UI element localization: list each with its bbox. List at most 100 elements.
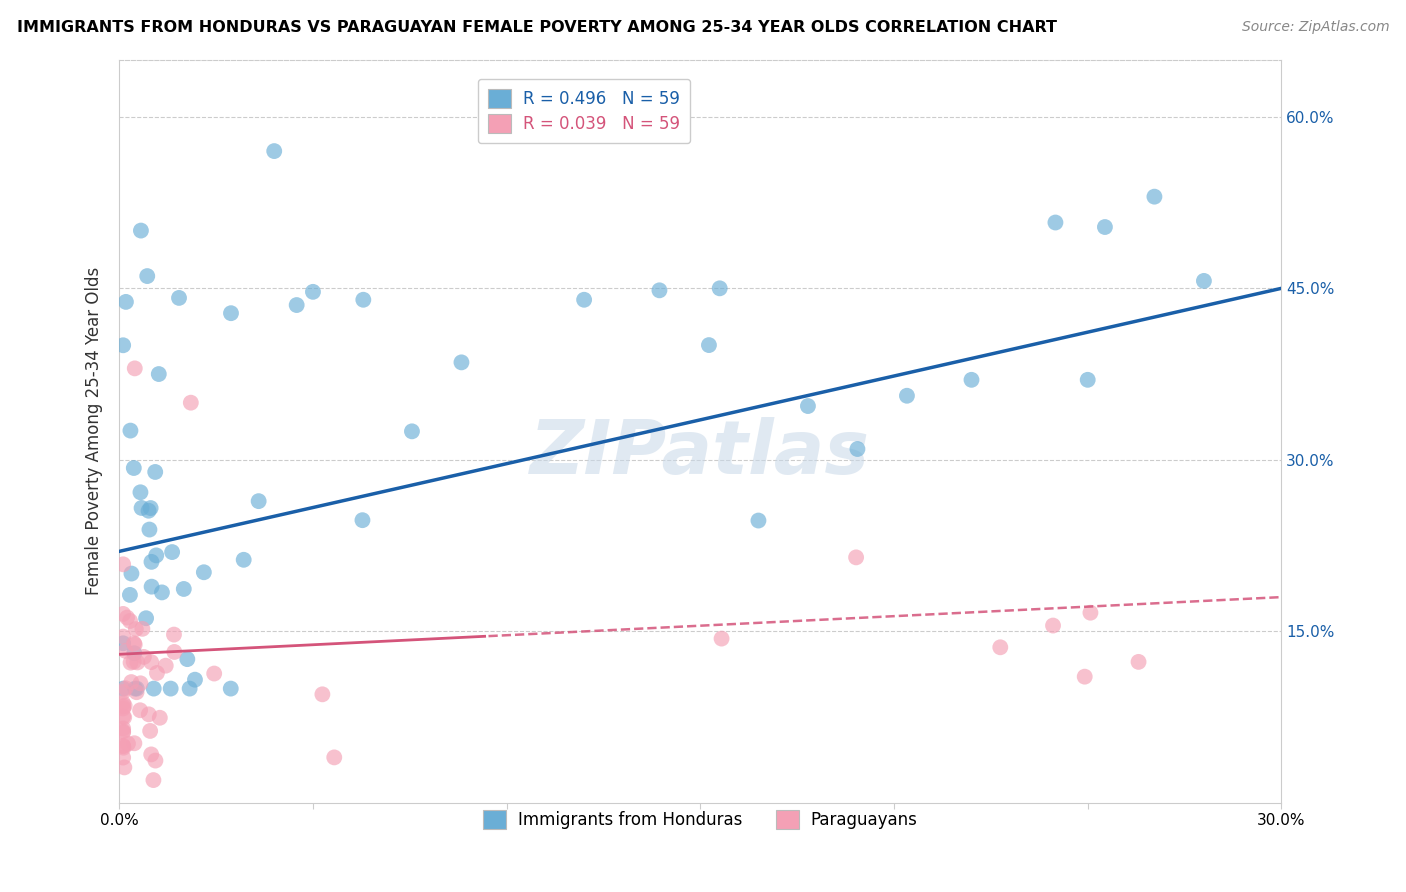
Point: [124, 736, 146, 750]
Point: [167, 291, 190, 305]
Point: [988, 640, 1011, 655]
Point: [112, 725, 135, 739]
Point: [112, 724, 135, 739]
Point: [163, 645, 186, 659]
Point: [135, 611, 157, 625]
Point: [142, 681, 165, 696]
Point: [138, 707, 160, 722]
Point: [124, 681, 146, 696]
Point: [112, 607, 135, 621]
Point: [219, 306, 242, 320]
Point: [1128, 655, 1150, 669]
Point: [138, 523, 160, 537]
Point: [112, 722, 135, 736]
Point: [148, 367, 170, 381]
Point: [797, 399, 820, 413]
Point: [160, 545, 183, 559]
Text: ZIPatlas: ZIPatlas: [530, 417, 870, 490]
Point: [710, 632, 733, 646]
Point: [129, 485, 152, 500]
Point: [143, 465, 166, 479]
Point: [142, 773, 165, 788]
Point: [352, 293, 374, 307]
Point: [247, 494, 270, 508]
Point: [112, 701, 135, 715]
Point: [193, 566, 215, 580]
Point: [323, 750, 346, 764]
Point: [112, 710, 135, 724]
Point: [118, 588, 141, 602]
Point: [122, 636, 145, 650]
Point: [648, 283, 671, 297]
Point: [697, 338, 720, 352]
Point: [311, 687, 333, 701]
Point: [184, 673, 207, 687]
Point: [112, 740, 135, 755]
Point: [112, 558, 135, 572]
Point: [845, 550, 868, 565]
Point: [115, 610, 138, 624]
Point: [120, 424, 142, 438]
Point: [129, 223, 152, 237]
Point: [112, 630, 135, 644]
Point: [149, 711, 172, 725]
Point: [120, 675, 142, 690]
Point: [846, 442, 869, 456]
Point: [112, 699, 135, 714]
Point: [112, 685, 135, 699]
Point: [150, 585, 173, 599]
Point: [1073, 670, 1095, 684]
Point: [960, 373, 983, 387]
Point: [132, 649, 155, 664]
Point: [141, 580, 163, 594]
Point: [1143, 189, 1166, 203]
Point: [112, 338, 135, 352]
Point: [120, 656, 142, 670]
Point: [232, 553, 254, 567]
Point: [1192, 274, 1215, 288]
Point: [114, 644, 136, 658]
Point: [1042, 618, 1064, 632]
Text: IMMIGRANTS FROM HONDURAS VS PARAGUAYAN FEMALE POVERTY AMONG 25-34 YEAR OLDS CORR: IMMIGRANTS FROM HONDURAS VS PARAGUAYAN F…: [17, 20, 1057, 35]
Point: [112, 636, 135, 650]
Point: [112, 739, 135, 753]
Point: [112, 709, 135, 723]
Point: [219, 681, 242, 696]
Point: [896, 389, 918, 403]
Point: [136, 268, 159, 283]
Point: [138, 504, 160, 518]
Point: [112, 681, 135, 696]
Point: [131, 622, 153, 636]
Point: [112, 760, 135, 774]
Point: [263, 144, 285, 158]
Point: [127, 656, 149, 670]
Point: [173, 582, 195, 596]
Point: [129, 703, 152, 717]
Point: [112, 750, 135, 764]
Point: [709, 281, 731, 295]
Point: [302, 285, 325, 299]
Point: [159, 681, 181, 696]
Legend: Immigrants from Honduras, Paraguayans: Immigrants from Honduras, Paraguayans: [477, 803, 924, 836]
Point: [1094, 220, 1116, 235]
Point: [129, 676, 152, 690]
Point: [112, 739, 135, 754]
Point: [141, 555, 163, 569]
Point: [115, 294, 138, 309]
Point: [139, 723, 162, 738]
Point: [401, 425, 423, 439]
Point: [572, 293, 595, 307]
Point: [120, 614, 142, 628]
Point: [125, 685, 148, 699]
Point: [145, 754, 167, 768]
Point: [117, 737, 139, 751]
Point: [1045, 215, 1067, 229]
Point: [146, 665, 169, 680]
Point: [180, 395, 202, 409]
Point: [124, 646, 146, 660]
Point: [141, 655, 163, 669]
Point: [139, 501, 162, 516]
Point: [145, 549, 167, 563]
Point: [124, 638, 146, 652]
Point: [155, 658, 177, 673]
